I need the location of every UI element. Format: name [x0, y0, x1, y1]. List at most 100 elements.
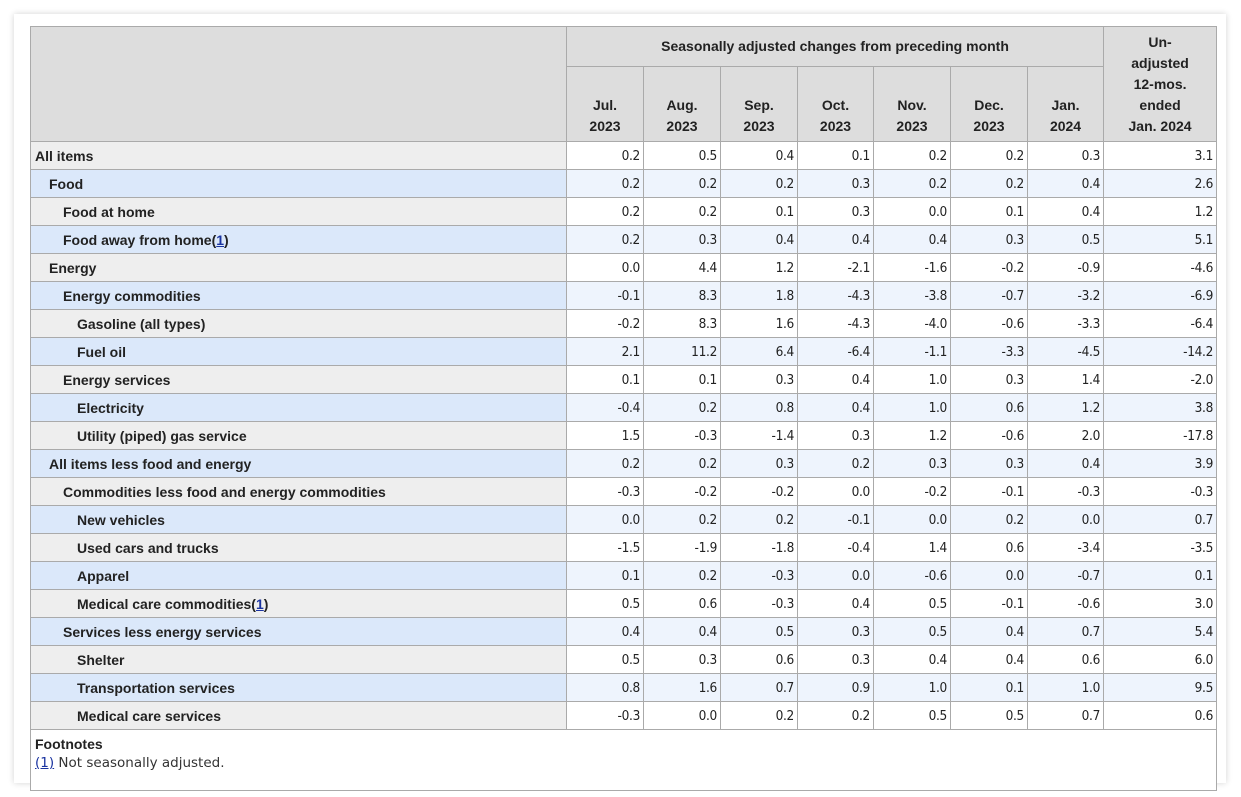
row-label-text: Fuel oil: [77, 343, 126, 360]
value-cell: 0.4: [720, 225, 798, 254]
table-row: Services less energy services 0.4 0.4 0.5 0.…: [30, 617, 1218, 646]
row-label: Energy services: [30, 365, 567, 394]
value-cell: 0.6: [643, 589, 721, 618]
value-cell: 0.4: [797, 589, 874, 618]
value-cell: 1.0: [873, 673, 951, 702]
value-cell: 0.7: [720, 673, 798, 702]
value-cell: -0.7: [950, 281, 1028, 310]
value-cell: -3.2: [1026, 281, 1105, 310]
value-cell: 8.3: [643, 309, 721, 338]
month-header: Aug. 2023: [643, 66, 721, 142]
table-row: Food at home 0.2 0.2 0.1 0.3 0.0 0.1 0.4 1.2: [30, 197, 1218, 226]
value-cell: -0.3: [643, 421, 721, 450]
value-cell: -0.3: [1026, 477, 1105, 506]
value-cell: 3.9: [1103, 449, 1218, 478]
value-cell: 1.8: [720, 281, 798, 310]
value-cell: 0.1: [950, 673, 1028, 702]
row-label: Gasoline (all types): [30, 309, 567, 338]
month-header: Dec. 2023: [950, 66, 1028, 142]
table-row: Used cars and trucks -1.5 -1.9 -1.8 -0.4 1.4 0…: [30, 533, 1218, 562]
value-cell: 0.4: [1026, 449, 1105, 478]
value-cell: 0.4: [566, 617, 644, 646]
value-cell: 0.0: [1026, 505, 1105, 534]
value-cell: 0.2: [720, 505, 798, 534]
row-label-text: Medical care services: [77, 707, 221, 724]
value-cell: -14.2: [1103, 337, 1218, 366]
footnote-link[interactable]: 1: [216, 231, 225, 248]
value-cell: 3.8: [1103, 393, 1218, 422]
row-label: Medical care services: [30, 701, 567, 730]
value-cell: 0.2: [720, 169, 798, 198]
value-cell: 0.0: [797, 477, 874, 506]
value-cell: 0.3: [643, 225, 721, 254]
row-label: Energy: [30, 253, 567, 282]
row-label-text: Medical care commodities: [77, 595, 252, 612]
value-cell: 1.2: [1103, 197, 1218, 226]
value-cell: -3.4: [1026, 533, 1105, 562]
value-cell: 0.2: [566, 197, 644, 226]
row-label: Used cars and trucks: [30, 533, 567, 562]
row-label-text: Commodities less food and energy commodi…: [63, 483, 386, 500]
month-header: Sep. 2023: [720, 66, 798, 142]
value-cell: 0.2: [643, 393, 721, 422]
value-cell: 0.4: [1026, 197, 1105, 226]
value-cell: 0.4: [1026, 169, 1105, 198]
value-cell: 0.3: [720, 449, 798, 478]
value-cell: 0.5: [1026, 225, 1105, 254]
row-label-text: Energy commodities: [63, 287, 201, 304]
row-label: All items: [30, 141, 567, 170]
value-cell: -1.6: [873, 253, 951, 282]
row-label: New vehicles: [30, 505, 567, 534]
value-cell: 0.3: [950, 365, 1028, 394]
table-row: Food away from home(1) 0.2 0.3 0.4 0.4 0.4 0.3…: [30, 225, 1218, 254]
value-cell: -3.5: [1103, 533, 1218, 562]
value-cell: -3.8: [873, 281, 951, 310]
row-label-text: Used cars and trucks: [77, 539, 219, 556]
value-cell: 0.6: [950, 533, 1028, 562]
value-cell: -17.8: [1103, 421, 1218, 450]
value-cell: 1.0: [1026, 673, 1105, 702]
value-cell: 0.0: [566, 253, 644, 282]
value-cell: 0.2: [797, 701, 874, 730]
value-cell: 0.2: [643, 449, 721, 478]
value-cell: -4.0: [873, 309, 951, 338]
row-label-text: Food: [49, 175, 84, 192]
year-label: 2023: [819, 118, 852, 134]
row-label-text: All items less food and energy: [49, 455, 252, 472]
unadjusted-line: Un-: [1148, 33, 1172, 50]
footnote-link[interactable]: 1: [255, 595, 264, 612]
value-cell: -1.5: [566, 533, 644, 562]
row-label: Medical care commodities(1): [30, 589, 567, 618]
row-label-text: Energy: [49, 259, 97, 276]
value-cell: 0.1: [566, 561, 644, 590]
value-cell: 0.5: [720, 617, 798, 646]
month-header: Jul. 2023: [566, 66, 644, 142]
value-cell: -0.6: [873, 561, 951, 590]
table-row: Fuel oil 2.1 11.2 6.4 -6.4 -1.1 -3.3 -4.5 -14.2: [30, 337, 1218, 366]
value-cell: -6.9: [1103, 281, 1218, 310]
value-cell: 4.4: [643, 253, 721, 282]
footnote-link[interactable]: (1): [35, 755, 55, 771]
table-row: Apparel 0.1 0.2 -0.3 0.0 -0.6 0.0 -0.7 0.1: [30, 561, 1218, 590]
table-row: Transportation services 0.8 1.6 0.7 0.9 1.0 0.…: [30, 673, 1218, 702]
value-cell: 5.1: [1103, 225, 1218, 254]
row-label-text: Utility (piped) gas service: [77, 427, 247, 444]
year-label: 2023: [896, 118, 928, 134]
value-cell: 0.2: [566, 225, 644, 254]
value-cell: -0.2: [873, 477, 951, 506]
value-cell: 0.5: [873, 701, 951, 730]
value-cell: 0.2: [873, 141, 951, 170]
value-cell: -0.6: [1026, 589, 1105, 618]
value-cell: 6.4: [720, 337, 798, 366]
value-cell: -0.2: [643, 477, 721, 506]
month-label: Aug.: [666, 97, 698, 113]
value-cell: 5.4: [1103, 617, 1218, 646]
value-cell: -3.3: [950, 337, 1028, 366]
value-cell: 2.0: [1026, 421, 1105, 450]
value-cell: 0.3: [643, 645, 721, 674]
value-cell: -2.0: [1103, 365, 1218, 394]
month-header: Jan. 2024: [1026, 66, 1105, 142]
value-cell: 11.2: [643, 337, 721, 366]
value-cell: 1.0: [873, 393, 951, 422]
value-cell: -0.1: [950, 477, 1028, 506]
